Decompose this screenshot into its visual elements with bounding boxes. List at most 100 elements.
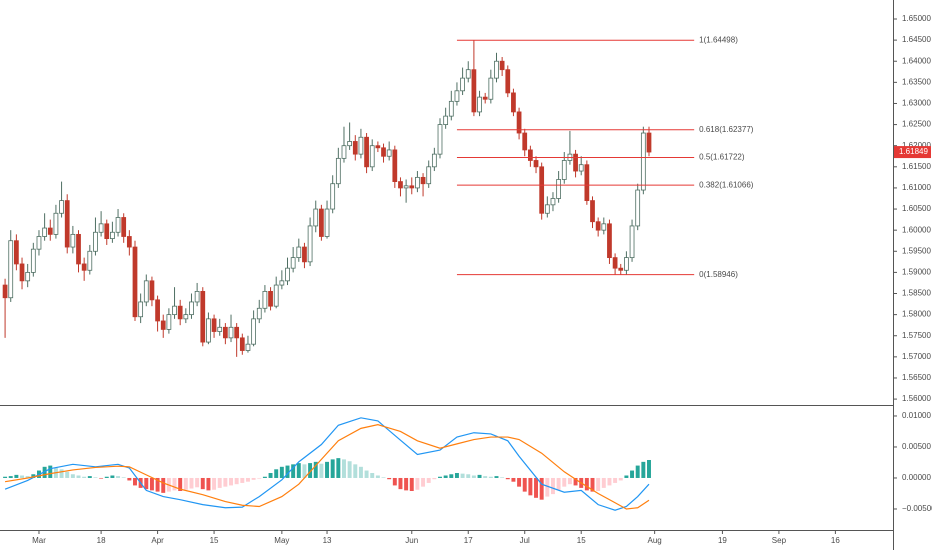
histogram-bar: [567, 477, 572, 485]
y-tick-label: 1.65000: [902, 14, 931, 23]
candle-body: [121, 217, 127, 237]
histogram-bar: [229, 477, 233, 486]
candle-body: [528, 149, 533, 161]
candle-body: [87, 250, 93, 271]
candle-body: [369, 145, 375, 168]
candle-body: [172, 305, 177, 316]
histogram-bar: [596, 477, 601, 491]
x-tick-label: Apr: [151, 536, 164, 545]
fib-label: 1(1.64498): [699, 35, 738, 44]
histogram-bar: [404, 477, 409, 491]
histogram-bar: [308, 463, 313, 478]
histogram-bar: [534, 477, 539, 498]
y-tick-label: 1.62000: [902, 141, 931, 150]
candle-body: [420, 176, 426, 185]
histogram-bar: [381, 477, 386, 478]
candle-body: [392, 149, 398, 182]
candle-body: [166, 314, 172, 330]
candle-body: [290, 257, 296, 269]
candle-body: [217, 326, 223, 332]
candle-body: [155, 299, 160, 322]
histogram-bar: [212, 477, 217, 490]
candle-body: [465, 69, 471, 79]
histogram-bar: [556, 477, 561, 491]
candle-body: [381, 147, 386, 157]
candle-body: [629, 225, 635, 259]
candle-body: [533, 160, 539, 168]
histogram-bar: [245, 477, 250, 482]
candle-body: [522, 132, 528, 151]
y-tick-label: 1.62500: [902, 120, 931, 129]
histogram-bar: [522, 477, 527, 492]
x-tick-label: Sep: [772, 536, 787, 545]
x-tick-label: 17: [464, 536, 473, 545]
histogram-bar: [426, 477, 431, 483]
y-tick-label: 1.61500: [902, 162, 931, 171]
candle-body: [448, 100, 454, 117]
histogram-bar: [144, 477, 149, 490]
histogram-bar: [178, 477, 183, 491]
histogram-bar: [635, 465, 640, 478]
histogram-bar: [336, 458, 341, 478]
x-tick-label: 15: [210, 536, 219, 545]
candle-body: [59, 200, 64, 214]
candle-body: [25, 271, 31, 282]
histogram-bar: [291, 464, 296, 478]
candle-body: [177, 305, 183, 320]
candle-body: [431, 153, 437, 168]
y-tick-label: −0.00500: [902, 504, 932, 513]
candle-body: [335, 157, 341, 185]
histogram-bar: [48, 465, 53, 478]
histogram-bar: [279, 466, 284, 478]
histogram-bar: [8, 476, 13, 478]
histogram-bar: [257, 477, 262, 479]
y-tick-label: 1.57500: [902, 331, 931, 340]
candle-body: [234, 326, 240, 339]
candle-body: [313, 208, 319, 227]
candle-body: [149, 280, 155, 301]
histogram-bar: [562, 477, 567, 487]
candle-body: [618, 267, 624, 271]
histogram-bar: [353, 464, 358, 478]
candle-body: [505, 69, 511, 94]
x-tick-label: 18: [97, 536, 106, 545]
histogram-bar: [528, 477, 533, 496]
histogram-bar: [31, 474, 36, 478]
macd-line: [4, 417, 650, 511]
histogram-bar: [647, 459, 651, 478]
histogram-bar: [234, 477, 239, 485]
candle-body: [30, 248, 36, 273]
candle-body: [403, 185, 409, 189]
candle-body: [2, 284, 8, 299]
candle-body: [47, 227, 53, 235]
candle-body: [561, 160, 567, 180]
x-tick-label: 16: [831, 536, 840, 545]
histogram-bar: [601, 477, 606, 488]
histogram-bar: [364, 470, 369, 478]
histogram-bar: [313, 461, 318, 478]
candle-body: [330, 183, 336, 210]
histogram-bar: [223, 477, 228, 487]
candle-body: [386, 149, 392, 157]
histogram-bar: [25, 476, 30, 478]
candle-body: [222, 326, 228, 339]
candle-body: [228, 326, 234, 339]
histogram-bar: [82, 476, 87, 478]
candle-body: [81, 263, 87, 271]
candle-body: [352, 141, 358, 155]
candle-body: [499, 60, 505, 71]
y-tick-label: 1.58500: [902, 289, 931, 298]
candle-body: [550, 198, 556, 206]
candle-body: [358, 136, 364, 155]
histogram-bar: [172, 477, 177, 491]
candle-body: [160, 320, 166, 330]
histogram-bar: [195, 477, 200, 488]
histogram-bar: [511, 477, 516, 482]
candle-body: [409, 185, 415, 189]
histogram-bar: [161, 477, 166, 493]
candle-body: [296, 246, 302, 259]
histogram-bar: [14, 474, 19, 478]
fib-label: 0.5(1.61722): [699, 153, 745, 162]
histogram-bar: [584, 477, 589, 491]
histogram-bar: [87, 476, 92, 478]
